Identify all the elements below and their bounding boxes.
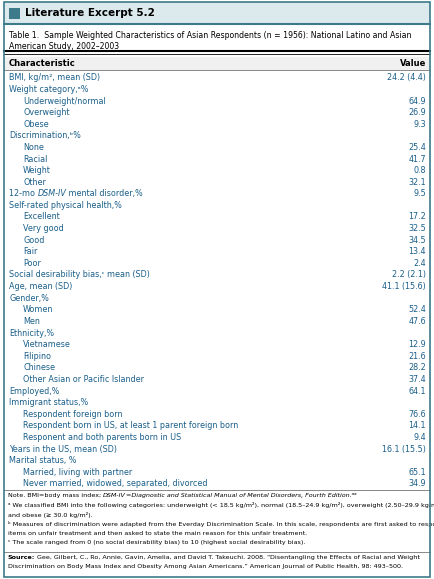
- Text: Self-rated physical health,%: Self-rated physical health,%: [9, 201, 122, 210]
- Text: Weight category,ᵃ%: Weight category,ᵃ%: [9, 85, 89, 94]
- Bar: [4, 2, 430, 24]
- Text: Respondent born in US, at least 1 parent foreign born: Respondent born in US, at least 1 parent…: [23, 422, 238, 430]
- Text: 25.4: 25.4: [408, 143, 426, 152]
- Text: Underweight/normal: Underweight/normal: [23, 97, 106, 105]
- Text: Responent and both parents born in US: Responent and both parents born in US: [23, 433, 181, 442]
- Text: Men: Men: [23, 317, 40, 326]
- Text: Discrimination,ᵇ%: Discrimination,ᵇ%: [9, 131, 81, 140]
- Text: Fair: Fair: [23, 247, 37, 256]
- Text: =Diagnostic and Statistical Manual of Mental Disorders, Fourth Edition.ᵃᵃ: =Diagnostic and Statistical Manual of Me…: [126, 493, 357, 497]
- Text: Note. BMI=body mass index;: Note. BMI=body mass index;: [8, 493, 103, 497]
- Text: 2.4: 2.4: [413, 259, 426, 268]
- Text: Filipino: Filipino: [23, 351, 51, 361]
- Text: Never married, widowed, separated, divorced: Never married, widowed, separated, divor…: [23, 479, 207, 488]
- Text: BMI, kg/m², mean (SD): BMI, kg/m², mean (SD): [9, 74, 100, 82]
- Text: 47.6: 47.6: [408, 317, 426, 326]
- Text: 32.1: 32.1: [408, 178, 426, 186]
- Text: and obese (≥ 30.0 kg/m²).: and obese (≥ 30.0 kg/m²).: [8, 512, 92, 518]
- Text: Good: Good: [23, 236, 44, 245]
- Text: ᵃ We classified BMI into the following categories: underweight (< 18.5 kg/m²), n: ᵃ We classified BMI into the following c…: [8, 502, 434, 508]
- Text: American Study, 2002–2003: American Study, 2002–2003: [9, 42, 119, 51]
- Text: Vietnamese: Vietnamese: [23, 340, 71, 349]
- Text: Other: Other: [23, 178, 46, 186]
- Text: 21.6: 21.6: [408, 351, 426, 361]
- Text: Women: Women: [23, 305, 53, 314]
- Text: 26.9: 26.9: [408, 108, 426, 117]
- Text: 64.1: 64.1: [408, 387, 426, 395]
- Text: Chinese: Chinese: [23, 363, 55, 372]
- Text: 41.7: 41.7: [408, 155, 426, 163]
- Text: 64.9: 64.9: [408, 97, 426, 105]
- Text: DSM-IV: DSM-IV: [103, 493, 126, 497]
- Text: Other Asian or Pacific Islander: Other Asian or Pacific Islander: [23, 375, 144, 384]
- Text: 34.9: 34.9: [408, 479, 426, 488]
- Text: 24.2 (4.4): 24.2 (4.4): [387, 74, 426, 82]
- Text: Table 1.  Sample Weighted Characteristics of Asian Respondents (n = 1956): Natio: Table 1. Sample Weighted Characteristics…: [9, 31, 411, 40]
- Text: Respondent foreign born: Respondent foreign born: [23, 410, 122, 419]
- Text: None: None: [23, 143, 44, 152]
- Text: Married, living with partner: Married, living with partner: [23, 468, 132, 477]
- Text: 28.2: 28.2: [408, 363, 426, 372]
- Text: Obese: Obese: [23, 120, 49, 129]
- Text: Racial: Racial: [23, 155, 47, 163]
- Text: 2.2 (2.1): 2.2 (2.1): [392, 270, 426, 280]
- Text: 9.5: 9.5: [413, 189, 426, 198]
- Text: DSM-IV: DSM-IV: [37, 189, 66, 198]
- Text: 9.3: 9.3: [413, 120, 426, 129]
- Text: Ethnicity,%: Ethnicity,%: [9, 328, 54, 338]
- Text: 9.4: 9.4: [413, 433, 426, 442]
- Text: 12-mo: 12-mo: [9, 189, 37, 198]
- Text: 0.8: 0.8: [414, 166, 426, 175]
- Text: 65.1: 65.1: [408, 468, 426, 477]
- Bar: [4, 57, 430, 70]
- Text: 34.5: 34.5: [408, 236, 426, 245]
- Text: items on unfair treatment and then asked to state the main reason for this unfai: items on unfair treatment and then asked…: [8, 530, 307, 536]
- Text: 16.1 (15.5): 16.1 (15.5): [382, 445, 426, 453]
- Text: Characteristic: Characteristic: [9, 59, 76, 68]
- Text: 41.1 (15.6): 41.1 (15.6): [382, 282, 426, 291]
- Text: Excellent: Excellent: [23, 212, 60, 222]
- Text: 13.4: 13.4: [408, 247, 426, 256]
- Text: Overweight: Overweight: [23, 108, 69, 117]
- Text: ᵇ Measures of discrimination were adapted from the Everday Discrimination Scale.: ᵇ Measures of discrimination were adapte…: [8, 521, 434, 527]
- Bar: [9, 8, 20, 19]
- Text: Literature Excerpt 5.2: Literature Excerpt 5.2: [25, 8, 155, 18]
- Text: Employed,%: Employed,%: [9, 387, 59, 395]
- Text: 76.6: 76.6: [408, 410, 426, 419]
- Text: 12.9: 12.9: [408, 340, 426, 349]
- Text: Weight: Weight: [23, 166, 51, 175]
- Text: 37.4: 37.4: [408, 375, 426, 384]
- Text: 52.4: 52.4: [408, 305, 426, 314]
- Text: mental disorder,%: mental disorder,%: [66, 189, 143, 198]
- Text: Gender,%: Gender,%: [9, 294, 49, 303]
- Text: 14.1: 14.1: [408, 422, 426, 430]
- Text: 17.2: 17.2: [408, 212, 426, 222]
- Text: Poor: Poor: [23, 259, 41, 268]
- Text: Age, mean (SD): Age, mean (SD): [9, 282, 72, 291]
- Text: Social desirability bias,ᶜ mean (SD): Social desirability bias,ᶜ mean (SD): [9, 270, 150, 280]
- Text: Discrimination on Body Mass Index and Obesity Among Asian Americans.” American J: Discrimination on Body Mass Index and Ob…: [8, 564, 403, 569]
- Text: Gee, Gilbert, C., Ro, Annie, Gavin, Amelia, and David T. Takeuchi. 2008. “Disent: Gee, Gilbert, C., Ro, Annie, Gavin, Amel…: [36, 555, 420, 559]
- Text: Very good: Very good: [23, 224, 64, 233]
- Text: Value: Value: [400, 59, 426, 68]
- Text: Marital status, %: Marital status, %: [9, 456, 76, 465]
- Text: Years in the US, mean (SD): Years in the US, mean (SD): [9, 445, 117, 453]
- Text: ᶜ The scale ranged from 0 (no social desirability bias) to 10 (highest social de: ᶜ The scale ranged from 0 (no social des…: [8, 540, 306, 545]
- Text: 32.5: 32.5: [408, 224, 426, 233]
- Text: Source:: Source:: [8, 555, 36, 559]
- Text: Immigrant status,%: Immigrant status,%: [9, 398, 88, 407]
